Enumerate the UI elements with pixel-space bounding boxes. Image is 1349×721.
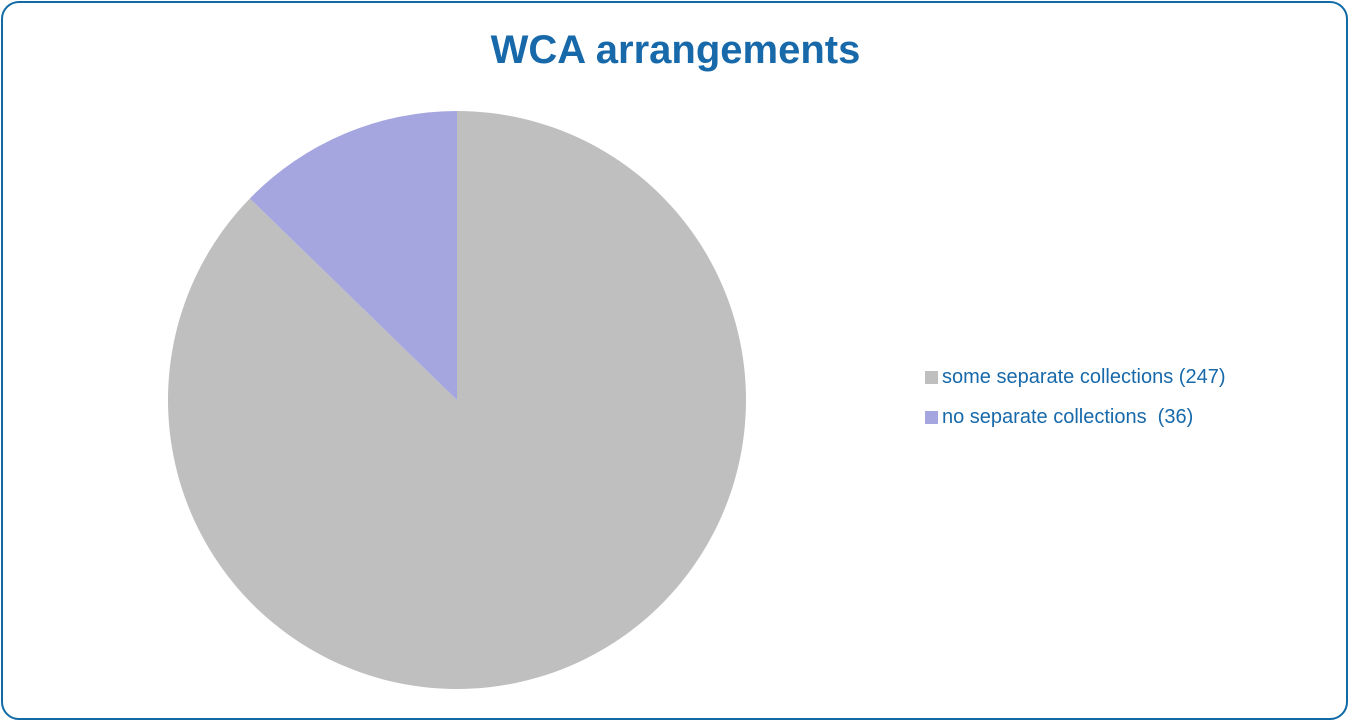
legend-item-no-separate: no separate collections (36) xyxy=(925,404,1225,430)
chart-title: WCA arrangements xyxy=(490,28,861,72)
legend: some separate collections (247) no separ… xyxy=(925,364,1225,444)
legend-swatch-no-separate xyxy=(925,410,938,424)
legend-swatch-some-separate xyxy=(925,370,938,384)
legend-label-no-separate: no separate collections (36) xyxy=(942,405,1194,428)
legend-label-some-separate: some separate collections (247) xyxy=(942,365,1226,388)
pie-slice-1 xyxy=(249,111,457,400)
legend-item-some-separate: some separate collections (247) xyxy=(925,364,1225,390)
